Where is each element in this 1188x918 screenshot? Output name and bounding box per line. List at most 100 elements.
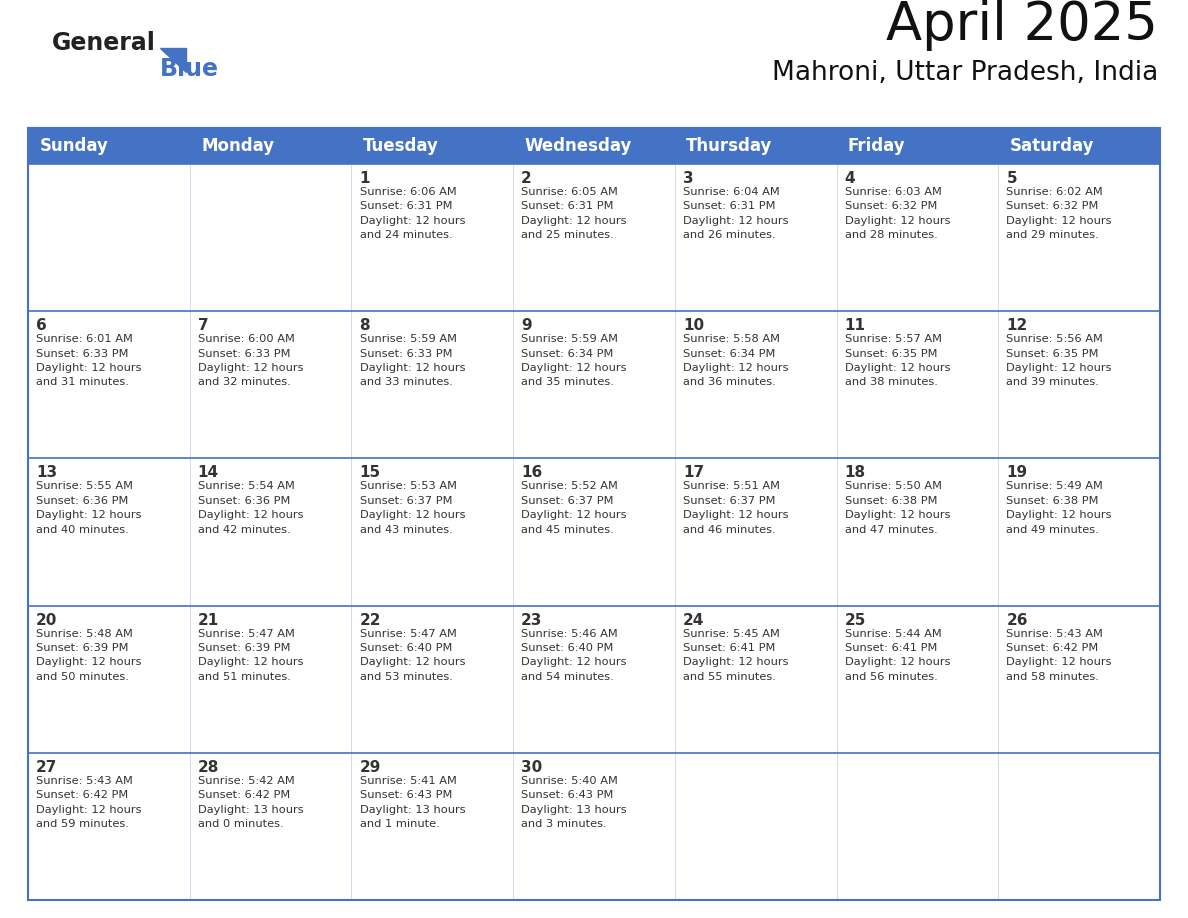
Text: Sunrise: 6:04 AM
Sunset: 6:31 PM
Daylight: 12 hours
and 26 minutes.: Sunrise: 6:04 AM Sunset: 6:31 PM Dayligh… bbox=[683, 187, 789, 241]
Text: 26: 26 bbox=[1006, 612, 1028, 628]
Text: 8: 8 bbox=[360, 319, 371, 333]
Polygon shape bbox=[160, 48, 187, 72]
Text: General: General bbox=[52, 31, 156, 55]
Bar bbox=[29, 311, 190, 458]
Bar bbox=[190, 164, 352, 311]
Text: Mahroni, Uttar Pradesh, India: Mahroni, Uttar Pradesh, India bbox=[772, 60, 1158, 86]
Bar bbox=[998, 128, 1159, 164]
Bar bbox=[675, 606, 836, 753]
Bar bbox=[675, 164, 836, 311]
Bar bbox=[513, 606, 675, 753]
Bar bbox=[352, 128, 513, 164]
Bar bbox=[513, 311, 675, 458]
Text: 15: 15 bbox=[360, 465, 380, 480]
Text: 1: 1 bbox=[360, 171, 369, 186]
Text: Sunrise: 5:51 AM
Sunset: 6:37 PM
Daylight: 12 hours
and 46 minutes.: Sunrise: 5:51 AM Sunset: 6:37 PM Dayligh… bbox=[683, 481, 789, 534]
Text: 13: 13 bbox=[36, 465, 57, 480]
Bar bbox=[513, 128, 675, 164]
Text: Sunrise: 5:47 AM
Sunset: 6:39 PM
Daylight: 12 hours
and 51 minutes.: Sunrise: 5:47 AM Sunset: 6:39 PM Dayligh… bbox=[197, 629, 303, 682]
Text: 2: 2 bbox=[522, 171, 532, 186]
Text: 17: 17 bbox=[683, 465, 704, 480]
Bar bbox=[352, 311, 513, 458]
Text: Wednesday: Wednesday bbox=[524, 137, 632, 155]
Bar bbox=[836, 753, 998, 900]
Text: Sunrise: 5:40 AM
Sunset: 6:43 PM
Daylight: 13 hours
and 3 minutes.: Sunrise: 5:40 AM Sunset: 6:43 PM Dayligh… bbox=[522, 776, 627, 829]
Text: 4: 4 bbox=[845, 171, 855, 186]
Text: Sunrise: 5:49 AM
Sunset: 6:38 PM
Daylight: 12 hours
and 49 minutes.: Sunrise: 5:49 AM Sunset: 6:38 PM Dayligh… bbox=[1006, 481, 1112, 534]
Text: 22: 22 bbox=[360, 612, 381, 628]
Text: 20: 20 bbox=[36, 612, 57, 628]
Text: 16: 16 bbox=[522, 465, 543, 480]
Text: Sunrise: 5:50 AM
Sunset: 6:38 PM
Daylight: 12 hours
and 47 minutes.: Sunrise: 5:50 AM Sunset: 6:38 PM Dayligh… bbox=[845, 481, 950, 534]
Text: 25: 25 bbox=[845, 612, 866, 628]
Bar bbox=[998, 164, 1159, 311]
Text: Sunrise: 6:03 AM
Sunset: 6:32 PM
Daylight: 12 hours
and 28 minutes.: Sunrise: 6:03 AM Sunset: 6:32 PM Dayligh… bbox=[845, 187, 950, 241]
Bar bbox=[190, 606, 352, 753]
Bar bbox=[513, 753, 675, 900]
Text: Sunrise: 5:57 AM
Sunset: 6:35 PM
Daylight: 12 hours
and 38 minutes.: Sunrise: 5:57 AM Sunset: 6:35 PM Dayligh… bbox=[845, 334, 950, 387]
Text: Sunrise: 6:00 AM
Sunset: 6:33 PM
Daylight: 12 hours
and 32 minutes.: Sunrise: 6:00 AM Sunset: 6:33 PM Dayligh… bbox=[197, 334, 303, 387]
Bar bbox=[190, 753, 352, 900]
Text: Monday: Monday bbox=[201, 137, 274, 155]
Bar bbox=[352, 606, 513, 753]
Bar bbox=[836, 606, 998, 753]
Text: 3: 3 bbox=[683, 171, 694, 186]
Bar bbox=[998, 458, 1159, 606]
Bar bbox=[998, 753, 1159, 900]
Text: Sunrise: 5:56 AM
Sunset: 6:35 PM
Daylight: 12 hours
and 39 minutes.: Sunrise: 5:56 AM Sunset: 6:35 PM Dayligh… bbox=[1006, 334, 1112, 387]
Text: Sunrise: 5:58 AM
Sunset: 6:34 PM
Daylight: 12 hours
and 36 minutes.: Sunrise: 5:58 AM Sunset: 6:34 PM Dayligh… bbox=[683, 334, 789, 387]
Bar bbox=[352, 164, 513, 311]
Bar bbox=[675, 458, 836, 606]
Text: Saturday: Saturday bbox=[1010, 137, 1094, 155]
Text: Sunrise: 5:42 AM
Sunset: 6:42 PM
Daylight: 13 hours
and 0 minutes.: Sunrise: 5:42 AM Sunset: 6:42 PM Dayligh… bbox=[197, 776, 303, 829]
Text: Friday: Friday bbox=[848, 137, 905, 155]
Text: Sunrise: 6:02 AM
Sunset: 6:32 PM
Daylight: 12 hours
and 29 minutes.: Sunrise: 6:02 AM Sunset: 6:32 PM Dayligh… bbox=[1006, 187, 1112, 241]
Text: Sunrise: 5:46 AM
Sunset: 6:40 PM
Daylight: 12 hours
and 54 minutes.: Sunrise: 5:46 AM Sunset: 6:40 PM Dayligh… bbox=[522, 629, 627, 682]
Text: Sunrise: 5:55 AM
Sunset: 6:36 PM
Daylight: 12 hours
and 40 minutes.: Sunrise: 5:55 AM Sunset: 6:36 PM Dayligh… bbox=[36, 481, 141, 534]
Text: 11: 11 bbox=[845, 319, 866, 333]
Bar bbox=[352, 753, 513, 900]
Text: 30: 30 bbox=[522, 760, 543, 775]
Bar bbox=[190, 458, 352, 606]
Text: Sunrise: 5:43 AM
Sunset: 6:42 PM
Daylight: 12 hours
and 59 minutes.: Sunrise: 5:43 AM Sunset: 6:42 PM Dayligh… bbox=[36, 776, 141, 829]
Text: Thursday: Thursday bbox=[687, 137, 772, 155]
Bar bbox=[190, 128, 352, 164]
Bar bbox=[29, 128, 190, 164]
Text: 21: 21 bbox=[197, 612, 219, 628]
Bar bbox=[675, 128, 836, 164]
Text: 7: 7 bbox=[197, 319, 208, 333]
Text: 10: 10 bbox=[683, 319, 704, 333]
Bar bbox=[836, 164, 998, 311]
Bar bbox=[836, 458, 998, 606]
Text: Tuesday: Tuesday bbox=[362, 137, 438, 155]
Text: Sunrise: 5:48 AM
Sunset: 6:39 PM
Daylight: 12 hours
and 50 minutes.: Sunrise: 5:48 AM Sunset: 6:39 PM Dayligh… bbox=[36, 629, 141, 682]
Text: 28: 28 bbox=[197, 760, 219, 775]
Text: 12: 12 bbox=[1006, 319, 1028, 333]
Bar bbox=[190, 311, 352, 458]
Text: 5: 5 bbox=[1006, 171, 1017, 186]
Text: 9: 9 bbox=[522, 319, 532, 333]
Bar bbox=[29, 164, 190, 311]
Bar bbox=[836, 311, 998, 458]
Text: Sunrise: 5:53 AM
Sunset: 6:37 PM
Daylight: 12 hours
and 43 minutes.: Sunrise: 5:53 AM Sunset: 6:37 PM Dayligh… bbox=[360, 481, 465, 534]
Bar bbox=[513, 164, 675, 311]
Text: 24: 24 bbox=[683, 612, 704, 628]
Text: Sunrise: 5:54 AM
Sunset: 6:36 PM
Daylight: 12 hours
and 42 minutes.: Sunrise: 5:54 AM Sunset: 6:36 PM Dayligh… bbox=[197, 481, 303, 534]
Bar bbox=[352, 458, 513, 606]
Text: 19: 19 bbox=[1006, 465, 1028, 480]
Bar bbox=[998, 606, 1159, 753]
Text: April 2025: April 2025 bbox=[886, 0, 1158, 51]
Text: Sunrise: 6:01 AM
Sunset: 6:33 PM
Daylight: 12 hours
and 31 minutes.: Sunrise: 6:01 AM Sunset: 6:33 PM Dayligh… bbox=[36, 334, 141, 387]
Text: 6: 6 bbox=[36, 319, 46, 333]
Text: Blue: Blue bbox=[160, 57, 219, 81]
Text: Sunrise: 5:44 AM
Sunset: 6:41 PM
Daylight: 12 hours
and 56 minutes.: Sunrise: 5:44 AM Sunset: 6:41 PM Dayligh… bbox=[845, 629, 950, 682]
Bar bbox=[675, 311, 836, 458]
Text: Sunrise: 6:05 AM
Sunset: 6:31 PM
Daylight: 12 hours
and 25 minutes.: Sunrise: 6:05 AM Sunset: 6:31 PM Dayligh… bbox=[522, 187, 627, 241]
Text: Sunrise: 5:45 AM
Sunset: 6:41 PM
Daylight: 12 hours
and 55 minutes.: Sunrise: 5:45 AM Sunset: 6:41 PM Dayligh… bbox=[683, 629, 789, 682]
Bar bbox=[513, 458, 675, 606]
Text: Sunday: Sunday bbox=[39, 137, 108, 155]
Text: 18: 18 bbox=[845, 465, 866, 480]
Bar bbox=[675, 753, 836, 900]
Text: 14: 14 bbox=[197, 465, 219, 480]
Text: Sunrise: 5:59 AM
Sunset: 6:34 PM
Daylight: 12 hours
and 35 minutes.: Sunrise: 5:59 AM Sunset: 6:34 PM Dayligh… bbox=[522, 334, 627, 387]
